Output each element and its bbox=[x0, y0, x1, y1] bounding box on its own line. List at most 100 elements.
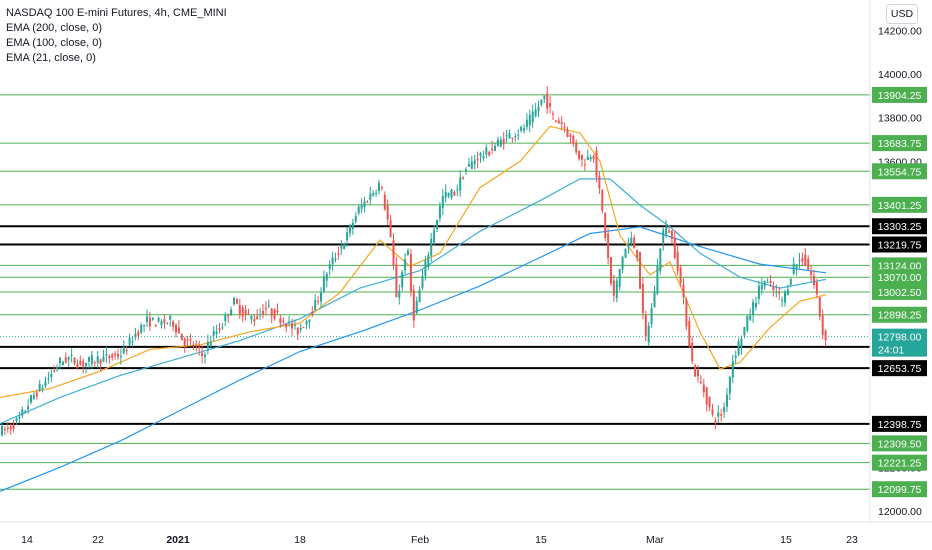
candle-body bbox=[183, 338, 186, 346]
candle-body bbox=[224, 314, 227, 322]
candle-body bbox=[578, 150, 581, 160]
chart-legend[interactable]: NASDAQ 100 E-mini Futures, 4h, CME_MINI … bbox=[6, 6, 227, 66]
candle-body bbox=[102, 356, 105, 362]
x-tick-label: Mar bbox=[646, 534, 665, 546]
candle-body bbox=[566, 129, 569, 138]
x-tick-label: 15 bbox=[780, 534, 792, 546]
candle-body bbox=[177, 327, 180, 334]
candle-body bbox=[465, 169, 467, 172]
level-price-tag bbox=[872, 454, 927, 471]
candle-body bbox=[473, 160, 476, 165]
currency-button[interactable]: USD bbox=[886, 4, 918, 24]
indicator-ema21[interactable]: EMA (21, close, 0) bbox=[6, 52, 96, 64]
candle-body bbox=[82, 361, 85, 367]
candle-body bbox=[656, 265, 659, 294]
candle-body bbox=[56, 366, 59, 369]
candle-body bbox=[250, 316, 253, 320]
candle-body bbox=[375, 192, 378, 194]
candle-body bbox=[392, 239, 395, 266]
candle-body bbox=[479, 153, 482, 156]
candle-body bbox=[821, 315, 824, 335]
candle-body bbox=[259, 314, 262, 316]
candle-body bbox=[206, 341, 209, 349]
candle-body bbox=[134, 333, 137, 338]
level-price-tag bbox=[872, 196, 927, 213]
candle-body bbox=[35, 392, 38, 397]
candle-body bbox=[337, 253, 340, 255]
candle-body bbox=[349, 225, 351, 234]
candle-body bbox=[569, 134, 572, 137]
candle-body bbox=[346, 232, 349, 241]
level-price-tag bbox=[872, 415, 927, 432]
ema-lines bbox=[0, 125, 827, 492]
candle-body bbox=[24, 410, 27, 412]
candle-body bbox=[64, 357, 67, 363]
x-tick-label: 2021 bbox=[166, 534, 190, 546]
candle-body bbox=[44, 381, 47, 387]
candle-body bbox=[540, 99, 543, 105]
candle-body bbox=[172, 321, 175, 327]
candle-body bbox=[154, 324, 157, 327]
candle-body bbox=[668, 231, 670, 233]
candle-body bbox=[459, 177, 462, 191]
indicator-ema200[interactable]: EMA (200, close, 0) bbox=[6, 22, 102, 34]
candle-body bbox=[380, 187, 383, 189]
candle-body bbox=[781, 299, 784, 301]
candle-body bbox=[772, 286, 775, 291]
candle-body bbox=[424, 260, 427, 276]
candle-body bbox=[546, 93, 549, 109]
candle-body bbox=[554, 120, 557, 122]
candle-body bbox=[282, 320, 285, 323]
candle-body bbox=[111, 354, 114, 358]
level-price-label: 13554.75 bbox=[878, 166, 922, 178]
candle-body bbox=[499, 139, 502, 147]
candle-body bbox=[627, 243, 630, 248]
level-price-label: 12309.50 bbox=[878, 438, 922, 450]
level-price-label: 13683.75 bbox=[878, 138, 922, 150]
candle-body bbox=[485, 147, 488, 155]
candle-body bbox=[175, 325, 177, 333]
candle-body bbox=[583, 164, 586, 166]
candle-body bbox=[615, 280, 618, 299]
candle-body bbox=[53, 370, 56, 372]
indicator-ema100[interactable]: EMA (100, close, 0) bbox=[6, 37, 102, 49]
candle-body bbox=[70, 355, 73, 357]
candle-body bbox=[311, 312, 314, 315]
candle-body bbox=[543, 95, 546, 99]
candle-body bbox=[389, 220, 392, 237]
candle-body bbox=[720, 414, 723, 416]
symbol-title[interactable]: NASDAQ 100 E-mini Futures, 4h, CME_MINI bbox=[6, 7, 227, 19]
candle-body bbox=[273, 308, 276, 319]
candle-body bbox=[204, 354, 206, 357]
horizontal-levels[interactable] bbox=[0, 94, 870, 490]
level-price-tag bbox=[872, 435, 927, 452]
candle-body bbox=[694, 365, 697, 377]
candle-body bbox=[6, 427, 9, 429]
candle-body bbox=[444, 191, 447, 198]
level-price-tag bbox=[872, 283, 927, 300]
candle-body bbox=[792, 263, 795, 274]
candle-body bbox=[253, 319, 256, 322]
candle-body bbox=[3, 428, 6, 430]
level-price-label: 13904.25 bbox=[878, 90, 922, 102]
candle-body bbox=[386, 205, 389, 220]
candle-body bbox=[93, 361, 96, 363]
candle-body bbox=[778, 292, 781, 294]
candle-body bbox=[685, 299, 688, 327]
candle-body bbox=[148, 317, 151, 327]
candle-body bbox=[621, 256, 624, 270]
candle-body bbox=[699, 381, 702, 384]
candle-body bbox=[552, 113, 554, 115]
candle-body bbox=[743, 327, 746, 336]
candle-body bbox=[456, 189, 459, 191]
candle-body bbox=[285, 323, 288, 328]
candle-body bbox=[27, 406, 30, 410]
level-price-tag bbox=[872, 236, 927, 253]
candle-body bbox=[534, 109, 537, 117]
candle-body bbox=[581, 154, 583, 160]
candle-body bbox=[494, 145, 496, 151]
candle-body bbox=[340, 246, 343, 249]
candle-body bbox=[233, 297, 235, 305]
candle-body bbox=[462, 177, 465, 180]
